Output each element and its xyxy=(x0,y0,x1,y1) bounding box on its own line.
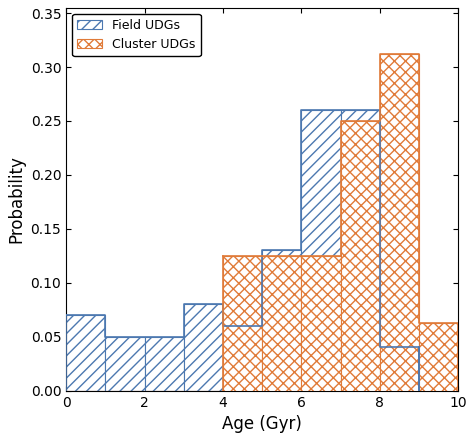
Bar xyxy=(301,256,341,391)
Bar xyxy=(380,348,419,391)
Bar xyxy=(301,110,341,391)
Legend: Field UDGs, Cluster UDGs: Field UDGs, Cluster UDGs xyxy=(73,14,201,56)
Bar xyxy=(262,250,301,391)
Y-axis label: Probability: Probability xyxy=(7,155,25,243)
Bar xyxy=(341,110,380,391)
Bar xyxy=(341,121,380,391)
Bar xyxy=(105,337,145,391)
Bar xyxy=(223,326,262,391)
Bar xyxy=(262,256,301,391)
Bar xyxy=(66,315,105,391)
Bar xyxy=(184,304,223,391)
Bar xyxy=(380,54,419,391)
Bar xyxy=(145,337,184,391)
Bar xyxy=(419,323,458,391)
X-axis label: Age (Gyr): Age (Gyr) xyxy=(222,415,302,433)
Bar xyxy=(223,256,262,391)
